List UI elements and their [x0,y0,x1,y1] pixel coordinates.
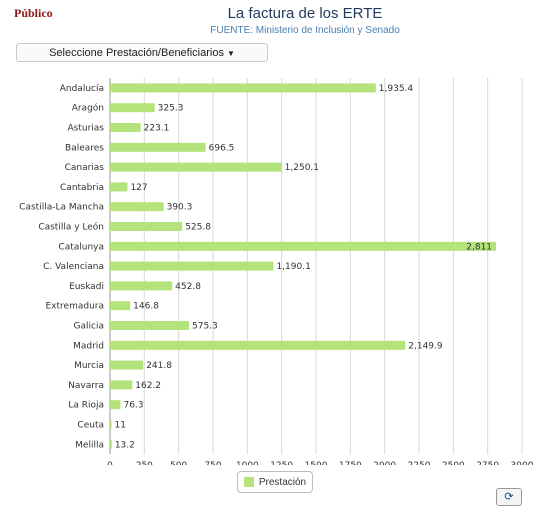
legend-item-prestacion[interactable]: Prestación [237,471,313,493]
x-tick-label: 2250 [408,461,431,465]
category-label: Castilla y León [38,222,104,233]
bar[interactable] [110,400,121,410]
data-label: 390.3 [167,203,193,213]
x-tick-label: 1000 [236,461,259,465]
data-label: 11 [115,421,126,431]
x-tick-label: 3000 [511,461,534,465]
bar[interactable] [110,321,190,330]
data-label: 76.3 [123,401,143,411]
category-label: Ceuta [77,421,104,431]
bar[interactable] [110,360,144,370]
data-label: 241.8 [146,361,172,371]
data-label: 1,250.1 [285,163,319,173]
x-tick-label: 2000 [373,461,396,465]
x-tick-label: 250 [136,461,153,465]
data-label: 575.3 [192,322,218,332]
data-label: 127 [130,183,147,193]
category-label: Navarra [68,381,104,391]
data-label: 452.8 [175,282,201,292]
refresh-icon[interactable]: ⟳ [496,488,522,506]
chart-title: La factura de los ERTE [227,5,383,22]
dataset-select-button[interactable]: Seleccione Prestación/Beneficiarios ▼ [16,43,268,62]
bar[interactable] [110,222,183,231]
bar[interactable] [110,439,112,449]
caret-down-icon: ▼ [226,49,235,58]
category-label: Baleares [65,143,104,153]
legend-label: Prestación [258,476,307,488]
bar[interactable] [110,420,112,429]
data-label: 325.3 [158,104,184,114]
legend-swatch [243,477,254,487]
category-label: Andalucía [60,84,104,94]
bar[interactable] [110,142,206,152]
data-label: 696.5 [209,143,235,153]
x-tick-label: 2500 [442,461,465,465]
data-label: 525.8 [185,223,211,233]
bar[interactable] [110,182,128,192]
data-label: 13.2 [115,440,135,450]
bar[interactable] [110,261,274,271]
bar-chart: 0 250 500 750 1000 1250 1500 1750 2000 2250 2500 27… [19,78,534,465]
x-tick-label: 500 [170,461,187,465]
bar[interactable] [110,103,155,113]
category-label: La Rioja [68,401,104,411]
chart-subtitle: FUENTE: Ministerio de Inclusión y Senado [210,25,400,36]
x-tick-label: 1250 [270,461,293,465]
bar[interactable] [110,241,497,251]
category-label: Aragón [72,103,104,114]
bar[interactable] [110,162,282,172]
x-tick-label: 0 [107,461,113,465]
data-label: 162.2 [135,381,161,391]
x-tick-label: 2750 [476,461,499,465]
bar[interactable] [110,340,406,350]
bar[interactable] [110,123,141,132]
category-label: Melilla [75,440,104,450]
bar[interactable] [110,281,173,291]
category-label: C. Valenciana [43,262,104,272]
data-label: 146.8 [133,302,159,312]
data-label: 1,935.4 [379,84,414,94]
category-label: Asturias [68,124,105,134]
data-label: 1,190.1 [276,262,310,272]
category-label: Euskadi [69,282,104,292]
category-label: Castilla-La Mancha [19,203,104,213]
bar[interactable] [110,83,376,93]
data-label: 223.1 [144,124,170,134]
category-label: Madrid [73,341,104,351]
bar[interactable] [110,202,164,212]
data-label: 2,811 [466,242,492,252]
category-label: Cantabria [60,183,104,193]
x-tick-label: 1500 [305,461,328,465]
data-label: 2,149.9 [408,341,443,351]
category-label: Galicia [74,322,104,332]
dataset-select-label: Seleccione Prestación/Beneficiarios [49,47,224,59]
category-label: Catalunya [58,242,104,252]
category-label: Murcia [74,361,104,371]
bar[interactable] [110,301,131,311]
x-tick-label: 750 [204,461,221,465]
x-tick-label: 1750 [339,461,362,465]
category-label: Extremadura [46,302,105,312]
bar[interactable] [110,380,133,390]
category-label: Canarias [65,163,105,173]
brand-logo: Público [14,6,53,20]
